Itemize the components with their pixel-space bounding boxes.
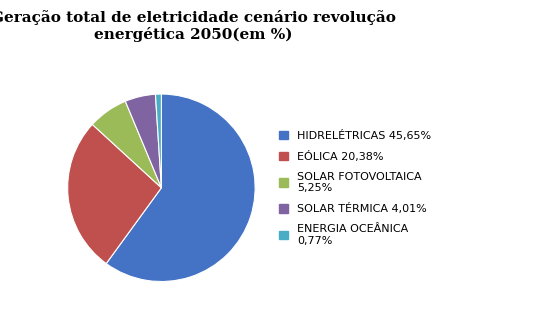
Wedge shape bbox=[155, 94, 161, 188]
Text: Geração total de eletricidade cenário revolução
energética 2050(em %): Geração total de eletricidade cenário re… bbox=[0, 10, 396, 42]
Wedge shape bbox=[125, 94, 161, 188]
Legend: HIDRELÉTRICAS 45,65%, EÓLICA 20,38%, SOLAR FOTOVOLTAICA
5,25%, SOLAR TÉRMICA 4,0: HIDRELÉTRICAS 45,65%, EÓLICA 20,38%, SOL… bbox=[279, 130, 431, 246]
Wedge shape bbox=[68, 125, 161, 264]
Wedge shape bbox=[93, 101, 161, 188]
Wedge shape bbox=[106, 94, 255, 282]
